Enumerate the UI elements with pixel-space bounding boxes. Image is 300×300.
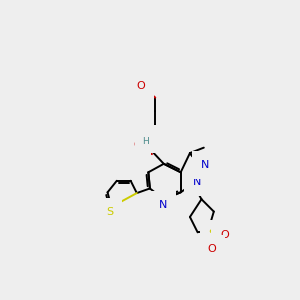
Text: N: N <box>159 200 167 210</box>
Text: O: O <box>136 81 145 91</box>
Text: S: S <box>209 229 216 239</box>
Text: O: O <box>220 230 229 240</box>
Text: S: S <box>106 207 113 217</box>
Text: N: N <box>146 134 154 143</box>
Text: N: N <box>201 160 209 170</box>
Text: O: O <box>133 140 142 150</box>
Text: O: O <box>207 244 216 254</box>
Text: H: H <box>142 137 149 146</box>
Text: N: N <box>193 177 201 187</box>
